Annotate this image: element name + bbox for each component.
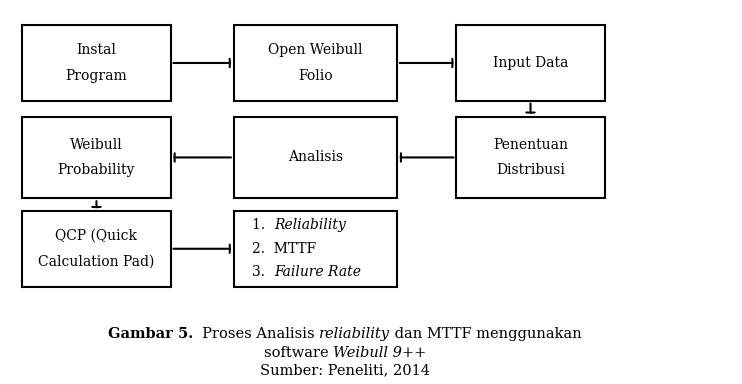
- Text: Program: Program: [65, 69, 128, 83]
- Text: Proses Analisis: Proses Analisis: [193, 327, 319, 341]
- Bar: [234, 211, 397, 286]
- Text: reliability: reliability: [319, 327, 390, 341]
- Text: Calculation Pad): Calculation Pad): [39, 254, 154, 268]
- Text: Weibull: Weibull: [70, 138, 123, 152]
- Text: Weibull 9++: Weibull 9++: [333, 346, 427, 360]
- Text: Sumber: Peneliti, 2014: Sumber: Peneliti, 2014: [260, 364, 430, 377]
- Bar: [234, 25, 397, 101]
- Text: Probability: Probability: [58, 163, 135, 177]
- Text: Open Weibull: Open Weibull: [268, 43, 363, 57]
- Bar: [456, 25, 605, 101]
- Text: Gambar 5.: Gambar 5.: [108, 327, 193, 341]
- Text: Folio: Folio: [298, 69, 332, 83]
- Bar: [456, 116, 605, 199]
- Text: Reliability: Reliability: [275, 218, 347, 232]
- Text: Penentuan: Penentuan: [493, 138, 568, 152]
- Bar: [22, 211, 171, 286]
- Text: Instal: Instal: [76, 43, 116, 57]
- Text: Distribusi: Distribusi: [496, 163, 565, 177]
- Text: 1.: 1.: [252, 218, 274, 232]
- Text: 3.: 3.: [252, 265, 274, 280]
- Text: Input Data: Input Data: [493, 56, 568, 70]
- Bar: [234, 116, 397, 199]
- Bar: [22, 25, 171, 101]
- Text: Failure Rate: Failure Rate: [275, 265, 361, 280]
- Text: software: software: [263, 346, 333, 360]
- Bar: [22, 116, 171, 199]
- Text: dan MTTF menggunakan: dan MTTF menggunakan: [390, 327, 582, 341]
- Text: Analisis: Analisis: [288, 151, 343, 164]
- Text: 2.  MTTF: 2. MTTF: [252, 242, 317, 256]
- Text: QCP (Quick: QCP (Quick: [56, 229, 137, 243]
